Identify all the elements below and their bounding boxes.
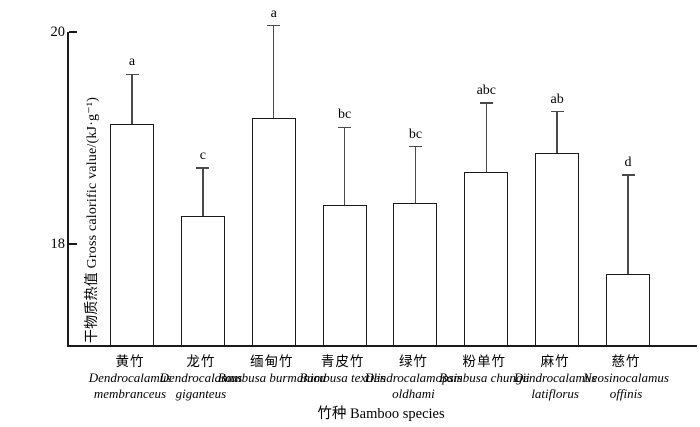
- category-label: 麻竹 Dendrocalamus latiflorus: [496, 354, 614, 401]
- category-label-cn: 黄竹: [115, 354, 145, 369]
- category-label: 粉单竹 Bambusa chungii: [425, 354, 543, 386]
- bar: [180, 215, 225, 345]
- y-axis-tick: [69, 243, 77, 246]
- plot-area: 干物质热值 Gross calorific value/(kJ·g⁻¹) 18 2…: [51, 6, 697, 347]
- category-label-latin: Bambusa chungii: [438, 370, 530, 385]
- category-label-latin: Bambusa textilis: [299, 370, 386, 385]
- category-label-latin: Dendrocalamus latiflorus: [513, 370, 597, 401]
- error-bar: [343, 127, 346, 205]
- category-label-cn: 麻竹: [540, 354, 570, 369]
- significance-letter: d: [624, 155, 632, 171]
- error-bar: [414, 146, 417, 203]
- bar: [322, 204, 367, 345]
- category-label-cn: 绿竹: [398, 354, 428, 369]
- x-axis-label: 竹种 Bamboo species: [317, 406, 445, 422]
- category-label-latin: Dendrocalamopsis oldhami: [364, 370, 463, 401]
- significance-letter: ab: [550, 91, 564, 107]
- category-label-latin: Neosinocalamus offinis: [583, 370, 669, 401]
- category-label: 青皮竹 Bambusa textilis: [284, 354, 402, 386]
- error-bar-cap: [550, 110, 564, 113]
- significance-letter: a: [128, 54, 136, 70]
- y-tick-label: 20: [50, 24, 66, 40]
- error-bar: [556, 111, 558, 153]
- category-label: 龙竹 Dendrocalamus giganteus: [142, 354, 260, 401]
- bar: [251, 117, 296, 345]
- error-bar-cap: [338, 126, 352, 129]
- significance-letter: bc: [408, 126, 423, 142]
- error-bar: [627, 175, 629, 274]
- error-bar: [273, 25, 275, 118]
- category-label: 黄竹 Dendrocalamus membranceus: [71, 354, 189, 401]
- bar: [393, 202, 438, 345]
- significance-letter: abc: [476, 83, 497, 99]
- bar: [110, 124, 154, 345]
- bar: [464, 172, 509, 345]
- error-bar: [485, 103, 487, 173]
- y-axis-tick: [69, 31, 77, 33]
- error-bar-cap: [408, 145, 422, 148]
- bar: [606, 273, 651, 345]
- significance-letter: a: [270, 5, 277, 21]
- error-bar-cap: [125, 73, 139, 76]
- category-label-cn: 青皮竹: [320, 354, 365, 369]
- category-label: 绿竹 Dendrocalamopsis oldhami: [354, 354, 472, 401]
- category-label-latin: Dendrocalamus giganteus: [159, 370, 243, 401]
- category-label: 慈竹 Neosinocalamus offinis: [567, 354, 685, 401]
- error-bar-cap: [479, 102, 493, 104]
- significance-letter: bc: [337, 107, 352, 123]
- y-axis-label: 干物质热值 Gross calorific value/(kJ·g⁻¹): [85, 96, 100, 344]
- category-label-cn: 龙竹: [186, 354, 216, 369]
- category-label-cn: 慈竹: [611, 354, 641, 369]
- category-label-cn: 缅甸竹: [249, 354, 294, 369]
- error-bar-cap: [196, 167, 210, 169]
- error-bar-cap: [621, 174, 635, 177]
- category-label-latin: Bambusa burmanica: [217, 370, 326, 385]
- category-label: 缅甸竹 Bambusa burmanica: [213, 354, 331, 386]
- y-tick-label: 18: [50, 236, 66, 253]
- error-bar: [131, 74, 133, 125]
- category-label-latin: Dendrocalamus membranceus: [88, 370, 172, 401]
- error-bar-cap: [267, 24, 281, 27]
- category-label-cn: 粉单竹: [462, 354, 507, 369]
- bar: [535, 152, 580, 345]
- error-bar: [202, 167, 204, 216]
- significance-letter: c: [199, 147, 206, 163]
